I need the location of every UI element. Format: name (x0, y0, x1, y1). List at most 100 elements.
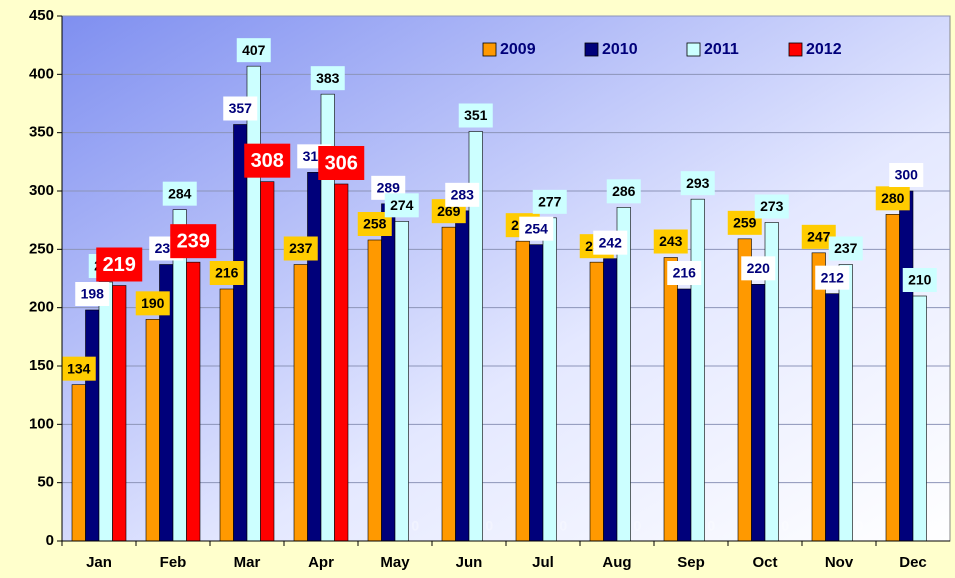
bar (260, 181, 275, 542)
bar (811, 252, 826, 542)
y-tick-label: 200 (29, 299, 54, 316)
data-label: 274 (390, 197, 414, 213)
data-label: 216 (215, 265, 239, 281)
bar (246, 65, 261, 542)
data-label-box (445, 182, 480, 207)
x-tick-label: Jul (532, 554, 554, 571)
data-label: 284 (168, 185, 192, 201)
data-label: 0 (855, 518, 863, 534)
data-label: 219 (103, 254, 136, 276)
bar (71, 384, 86, 542)
data-label-box (667, 261, 702, 285)
bar (912, 295, 927, 542)
data-label-box (162, 181, 197, 206)
data-label: 0 (411, 518, 419, 534)
data-label: 0 (707, 518, 715, 534)
legend-swatch (482, 42, 497, 57)
bar (219, 288, 234, 542)
data-label: 289 (377, 180, 401, 196)
data-label: 383 (316, 70, 340, 86)
data-label-box (135, 291, 170, 316)
y-tick-label: 400 (29, 65, 54, 82)
data-label: 134 (67, 360, 91, 376)
data-label: 237 (289, 240, 313, 256)
data-label: 198 (81, 286, 105, 302)
data-label-box (680, 171, 715, 196)
data-label-box (223, 96, 258, 121)
bar (616, 207, 631, 542)
data-label: 237 (834, 240, 858, 256)
data-label-box (236, 38, 271, 63)
data-label-box (96, 247, 143, 282)
bar (603, 258, 618, 542)
y-tick-label: 150 (29, 357, 54, 374)
data-label-box (532, 189, 567, 214)
x-tick-label: Nov (825, 554, 854, 571)
data-label: 357 (229, 100, 253, 116)
bar (334, 183, 349, 542)
data-label: 293 (686, 175, 710, 191)
data-label-box (61, 356, 96, 381)
legend-label: 2012 (806, 41, 842, 58)
data-label-box (815, 265, 850, 290)
data-label-box (875, 186, 910, 211)
data-label: 0 (633, 518, 641, 534)
legend-swatch (686, 42, 701, 57)
data-label-box (889, 163, 924, 187)
data-label-box (75, 282, 110, 306)
legend-label: 2010 (602, 41, 638, 58)
data-label: 269 (437, 203, 461, 219)
bar (838, 264, 853, 542)
data-label: 190 (141, 295, 165, 311)
data-label: 216 (673, 265, 697, 281)
data-label-box (519, 216, 554, 241)
data-label-box (209, 261, 244, 285)
data-label: 280 (881, 190, 905, 206)
data-label: 300 (895, 167, 919, 183)
bar (98, 281, 113, 542)
data-label: 407 (242, 42, 266, 58)
y-tick-label: 250 (29, 240, 54, 257)
x-tick-label: Feb (160, 554, 187, 571)
data-label: 220 (747, 260, 771, 276)
data-label-box (384, 193, 419, 218)
data-label: 247 (807, 229, 831, 245)
bar (542, 217, 557, 542)
bar (690, 198, 705, 542)
y-tick-label: 50 (37, 474, 54, 491)
data-label: 283 (451, 187, 475, 203)
y-tick-label: 350 (29, 124, 54, 141)
y-tick-label: 300 (29, 182, 54, 199)
data-label: 351 (464, 107, 488, 123)
y-tick-label: 0 (46, 532, 54, 549)
bar (367, 239, 382, 542)
legend-swatch (788, 42, 803, 57)
data-label: 273 (760, 198, 784, 214)
bar (751, 284, 766, 542)
legend-label: 2011 (704, 41, 739, 58)
bar (899, 190, 914, 542)
data-label: 212 (821, 269, 845, 285)
data-label: 286 (612, 183, 636, 199)
bar (589, 261, 604, 542)
bar (825, 293, 840, 542)
data-label-box (593, 230, 628, 255)
data-label: 259 (733, 215, 757, 231)
bar (233, 124, 248, 542)
bar (293, 264, 308, 542)
data-label: 308 (251, 150, 284, 172)
x-tick-label: Dec (899, 554, 927, 571)
bar (381, 203, 396, 542)
x-tick-label: Apr (308, 554, 334, 571)
bar (515, 240, 530, 542)
legend-label: 2009 (500, 41, 536, 58)
bar (186, 261, 201, 542)
data-label: 277 (538, 194, 562, 210)
data-label: 0 (929, 518, 937, 534)
data-label: 243 (659, 233, 683, 249)
bar (455, 210, 470, 542)
bar (663, 257, 678, 542)
data-label-box (170, 224, 217, 259)
x-tick-label: Jan (86, 554, 112, 571)
